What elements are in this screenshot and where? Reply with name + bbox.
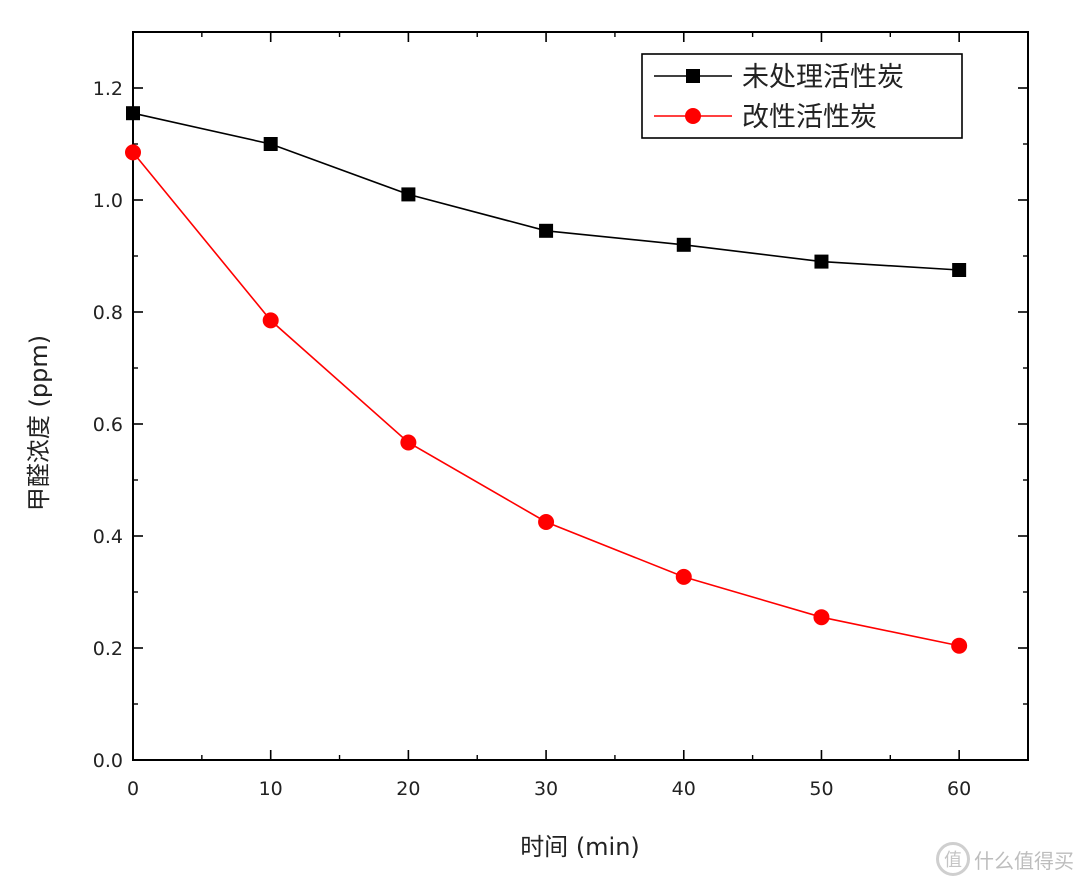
- zhidemai-logo-icon: 值: [936, 842, 970, 876]
- data-point: [814, 254, 829, 269]
- x-tick-label: 10: [259, 778, 283, 800]
- watermark-text: 什么值得买: [974, 848, 1074, 873]
- legend-marker: [686, 69, 700, 83]
- data-point: [125, 144, 141, 161]
- series-layer: [125, 106, 968, 654]
- legend-item-2: 改性活性炭: [654, 102, 877, 133]
- legend-box: [641, 53, 963, 139]
- legend-item-1: 未处理活性炭: [654, 62, 904, 93]
- y-tick-label: 0.0: [93, 750, 123, 772]
- y-tick-label: 0.8: [93, 302, 123, 324]
- x-tick-label: 30: [534, 778, 558, 800]
- x-tick-label: 0: [127, 778, 139, 800]
- x-tick-label: 50: [809, 778, 833, 800]
- y-tick-label: 0.4: [93, 526, 123, 548]
- x-tick-label: 20: [396, 778, 420, 800]
- y-tick-label: 1.0: [93, 190, 123, 212]
- y-tick-label: 0.2: [93, 638, 123, 660]
- series-2: [125, 144, 968, 654]
- data-point: [400, 434, 417, 451]
- legend-label: 未处理活性炭: [742, 62, 904, 93]
- x-tick-label: 40: [672, 778, 696, 800]
- data-point: [952, 263, 967, 277]
- data-point: [951, 637, 968, 654]
- axis-ticks: [132, 31, 1028, 761]
- data-point: [401, 187, 416, 202]
- x-tick-label: 60: [947, 778, 971, 800]
- y-axis-title: 甲醛浓度 (ppm): [25, 335, 53, 511]
- data-point: [675, 568, 692, 585]
- y-tick-label: 1.2: [93, 78, 123, 100]
- watermark: 值 什么值得买: [936, 842, 1074, 876]
- x-axis-title: 时间 (min): [520, 833, 640, 861]
- legend-label: 改性活性炭: [742, 102, 877, 133]
- plot-frame: [132, 31, 1029, 761]
- data-point: [676, 237, 691, 252]
- data-point: [539, 223, 554, 238]
- tick-labels: 0 10 20 30 40 50 60 0.0 0.2 0.4 0.6 0.8 1.0 1.2: [93, 78, 971, 800]
- data-point: [262, 312, 279, 329]
- y-tick-label: 0.6: [93, 414, 123, 436]
- plot-area-border: [132, 31, 1029, 761]
- data-point: [813, 609, 830, 626]
- data-point: [126, 106, 140, 121]
- legend-marker: [685, 108, 701, 124]
- series-1: [126, 106, 967, 277]
- data-point: [263, 137, 278, 151]
- data-point: [538, 514, 555, 530]
